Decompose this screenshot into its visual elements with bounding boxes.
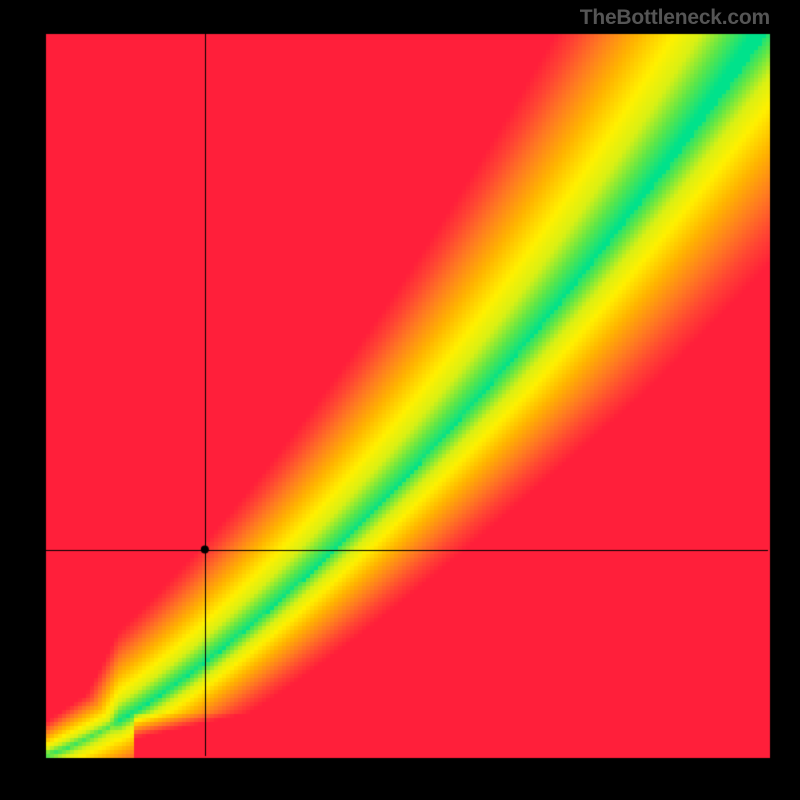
- watermark-text: TheBottleneck.com: [580, 6, 770, 30]
- heatmap-canvas: [0, 0, 800, 800]
- chart-container: TheBottleneck.com: [0, 0, 800, 800]
